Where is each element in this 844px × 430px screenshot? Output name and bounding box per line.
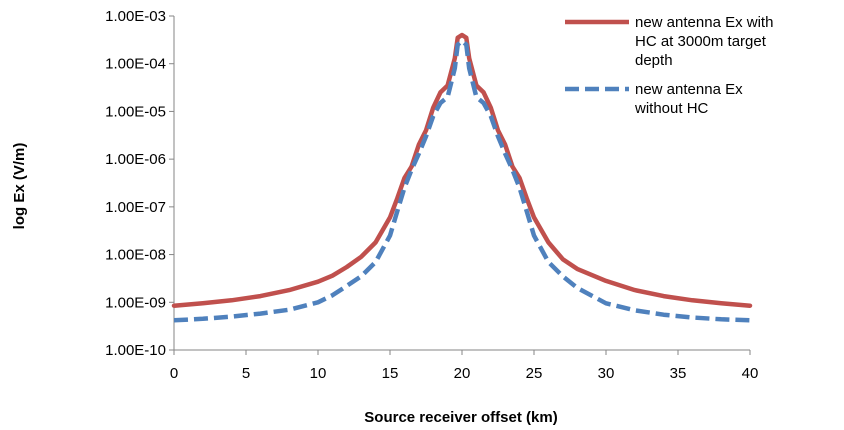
y-tick-label: 1.00E-04 xyxy=(105,56,166,73)
x-axis-ticks: 0 5 10 15 20 25 30 35 40 xyxy=(170,350,759,382)
y-tick-label: 1.00E-05 xyxy=(105,103,166,120)
y-tick-label: 1.00E-09 xyxy=(105,294,166,311)
series-lines xyxy=(171,32,753,323)
x-tick-label: 40 xyxy=(742,365,759,382)
series-line-1 xyxy=(171,32,753,308)
legend-label-1: HC at 3000m target xyxy=(635,33,767,50)
y-tick-label: 1.00E-08 xyxy=(105,247,166,264)
legend-label-1: new antenna Ex with xyxy=(635,14,773,31)
x-tick-label: 25 xyxy=(526,365,543,382)
legend: new antenna Ex with HC at 3000m target dep… xyxy=(565,14,773,117)
x-tick-label: 10 xyxy=(310,365,327,382)
legend-label-2: without HC xyxy=(634,100,709,117)
y-tick-label: 1.00E-06 xyxy=(105,151,166,168)
x-tick-label: 0 xyxy=(170,365,178,382)
y-tick-label: 1.00E-07 xyxy=(105,199,166,216)
y-axis-title: log Ex (V/m) xyxy=(11,143,28,230)
y-axis-ticks: 1.00E-10 1.00E-09 1.00E-08 1.00E-07 1.00E-06… xyxy=(105,8,174,359)
y-tick-label: 1.00E-10 xyxy=(105,342,166,359)
x-tick-label: 5 xyxy=(242,365,250,382)
series-line-2 xyxy=(173,38,751,323)
plot-area: 1.00E-10 1.00E-09 1.00E-08 1.00E-07 1.00E-06… xyxy=(105,8,758,382)
legend-label-2: new antenna Ex xyxy=(635,81,743,98)
y-tick-label: 1.00E-03 xyxy=(105,8,166,25)
x-tick-label: 20 xyxy=(454,365,471,382)
x-tick-label: 15 xyxy=(382,365,399,382)
x-axis-title: Source receiver offset (km) xyxy=(364,409,557,426)
x-tick-label: 35 xyxy=(670,365,687,382)
x-tick-label: 30 xyxy=(598,365,615,382)
legend-label-1: depth xyxy=(635,52,673,69)
